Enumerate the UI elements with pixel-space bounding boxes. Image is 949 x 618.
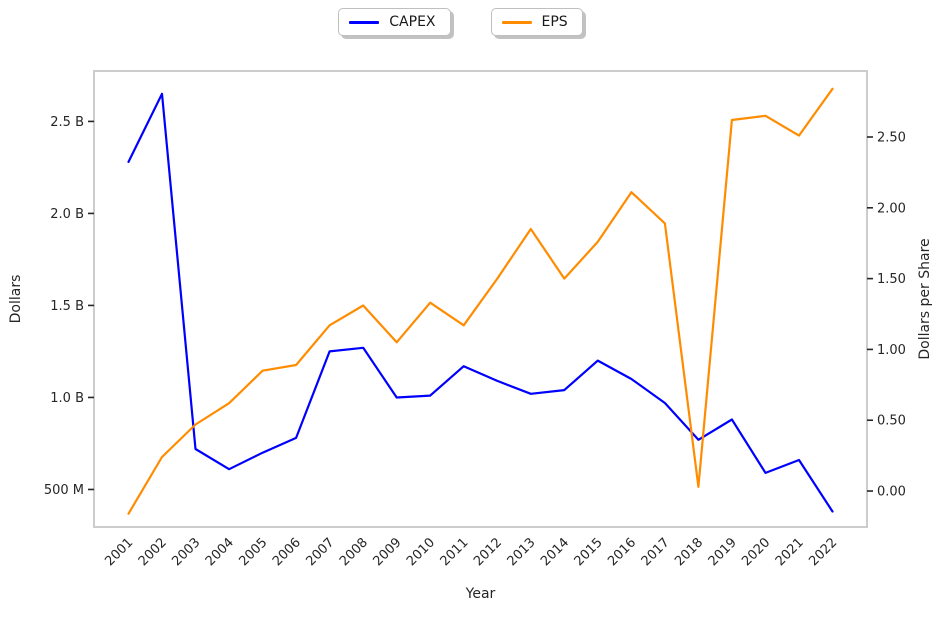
x-axis-tick-label: 2022: [806, 535, 840, 569]
x-axis-tick-label: 2005: [236, 535, 270, 569]
x-axis-tick-label: 2015: [572, 535, 606, 569]
x-axis-tick-label: 2012: [471, 535, 505, 569]
right-axis-tick-label: 0.50: [877, 414, 906, 429]
right-axis-tick-label: 2.00: [877, 201, 906, 216]
eps-line: [127, 87, 834, 515]
legend-label-capex: CAPEX: [389, 14, 436, 30]
left-axis-title: Dollars: [8, 275, 24, 324]
legend-label-eps: EPS: [541, 14, 568, 30]
x-axis-tick-label: 2016: [605, 535, 639, 569]
legend-row: CAPEX EPS: [0, 8, 935, 36]
x-axis-tick-label: 2013: [505, 535, 539, 569]
left-axis-tick-label: 500 M: [44, 483, 84, 498]
right-axis-tick-label: 1.00: [877, 343, 906, 358]
x-axis-tick-label: 2014: [538, 535, 572, 569]
x-axis-tick-label: 2009: [371, 535, 405, 569]
x-axis-tick-label: 2019: [706, 535, 740, 569]
right-axis-tick-label: 2.50: [877, 130, 906, 145]
x-axis-tick-label: 2020: [739, 535, 773, 569]
right-axis-tick-label: 1.50: [877, 272, 906, 287]
axes-frame: [93, 70, 868, 528]
x-axis-tick-label: 2003: [169, 535, 203, 569]
x-axis-tick-label: 2007: [303, 535, 337, 569]
x-axis-tick-label: 2011: [438, 535, 472, 569]
right-axis-title: Dollars per Share: [917, 238, 933, 359]
x-axis-tick-label: 2021: [773, 535, 807, 569]
left-axis-tick-label: 2.5 B: [50, 115, 84, 130]
capex-line-swatch: [349, 20, 380, 24]
x-axis-tick-label: 2001: [102, 535, 136, 569]
legend-item-capex: CAPEX: [338, 8, 451, 36]
x-axis-tick-label: 2004: [203, 535, 237, 569]
x-axis-tick-label: 2008: [337, 535, 371, 569]
right-axis-tick-label: 0.00: [877, 485, 906, 500]
left-axis-tick-label: 2.0 B: [50, 207, 84, 222]
x-axis-title: Year: [465, 586, 496, 602]
eps-line-swatch: [501, 20, 532, 24]
x-axis-tick-label: 2006: [270, 535, 304, 569]
x-axis-tick-label: 2018: [672, 535, 706, 569]
x-axis-tick-label: 2002: [136, 535, 170, 569]
legend-item-eps: EPS: [490, 8, 583, 36]
left-axis-tick-label: 1.5 B: [50, 299, 84, 314]
x-axis-tick-label: 2010: [404, 535, 438, 569]
capex-line: [127, 92, 834, 513]
left-axis-tick-label: 1.0 B: [50, 391, 84, 406]
x-axis-tick-label: 2017: [639, 535, 673, 569]
